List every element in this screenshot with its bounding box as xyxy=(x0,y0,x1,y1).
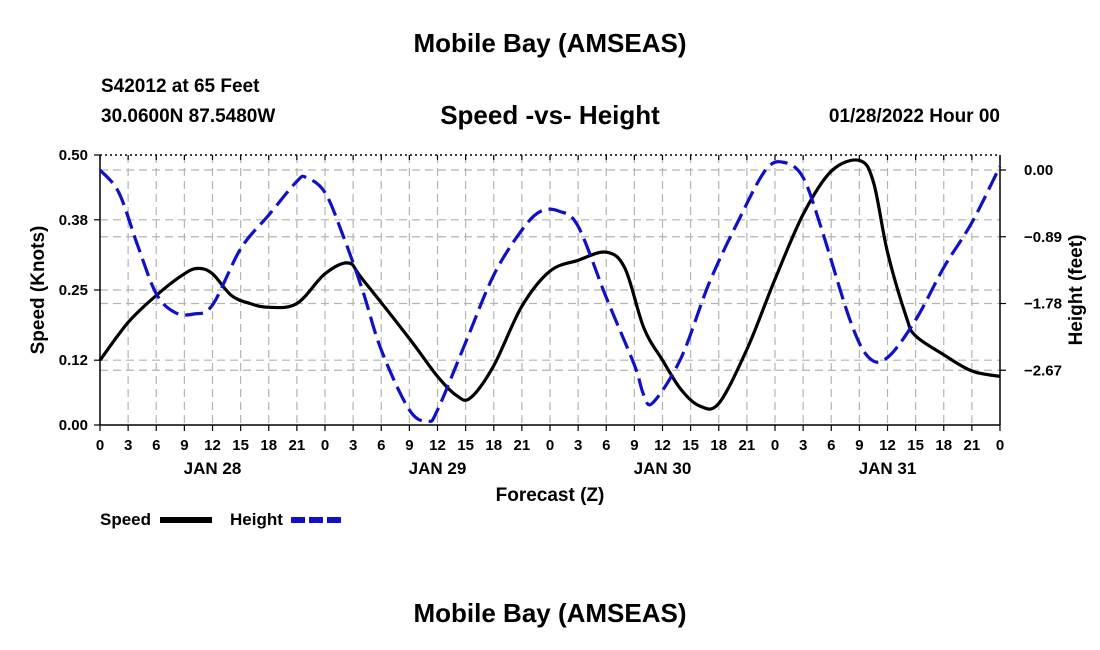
x-tick-label: 9 xyxy=(405,437,413,454)
x-tick-label: 6 xyxy=(377,437,385,454)
x-tick-label: 21 xyxy=(739,437,756,454)
day-label: JAN 29 xyxy=(409,459,467,478)
y2-tick-label: −0.89 xyxy=(1024,229,1062,246)
x-tick-label: 21 xyxy=(964,437,981,454)
legend-speed-label: Speed xyxy=(100,510,151,529)
y-tick-label: 0.50 xyxy=(59,147,88,164)
x-tick-label: 9 xyxy=(180,437,188,454)
y2-axis-label: Height (feet) xyxy=(1066,235,1087,346)
x-tick-label: 0 xyxy=(771,437,779,454)
y2-tick-label: −1.78 xyxy=(1024,296,1062,313)
x-tick-label: 6 xyxy=(602,437,610,454)
x-tick-label: 0 xyxy=(546,437,554,454)
day-label: JAN 31 xyxy=(859,459,917,478)
day-label: JAN 28 xyxy=(184,459,242,478)
x-tick-label: 3 xyxy=(574,437,582,454)
x-axis-label: Forecast (Z) xyxy=(496,485,605,506)
x-tick-label: 6 xyxy=(152,437,160,454)
x-tick-label: 12 xyxy=(654,437,671,454)
x-tick-label: 18 xyxy=(935,437,952,454)
y2-tick-label: 0.00 xyxy=(1024,162,1053,179)
x-tick-label: 3 xyxy=(124,437,132,454)
x-tick-label: 3 xyxy=(349,437,357,454)
x-tick-label: 21 xyxy=(289,437,306,454)
y-tick-label: 0.12 xyxy=(59,352,88,369)
speed-series-line xyxy=(98,158,1001,411)
y2-tick-label: −2.67 xyxy=(1024,362,1062,379)
y-tick-label: 0.25 xyxy=(59,282,88,299)
x-tick-label: 12 xyxy=(429,437,446,454)
day-label: JAN 30 xyxy=(634,459,692,478)
legend-height-label: Height xyxy=(230,510,283,529)
x-tick-label: 15 xyxy=(682,437,699,454)
second-chart-title: Mobile Bay (AMSEAS) xyxy=(413,598,687,628)
coordinates-label: 30.0600N 87.5480W xyxy=(101,106,276,127)
forecast-datetime: 01/28/2022 Hour 00 xyxy=(828,106,1000,127)
y-tick-label: 0.38 xyxy=(59,212,88,229)
x-tick-label: 12 xyxy=(879,437,896,454)
x-tick-label: 21 xyxy=(514,437,531,454)
station-label: S42012 at 65 Feet xyxy=(101,76,260,97)
x-tick-label: 15 xyxy=(232,437,249,454)
x-tick-label: 9 xyxy=(630,437,638,454)
x-tick-label: 0 xyxy=(996,437,1004,454)
x-tick-label: 18 xyxy=(260,437,277,454)
x-tick-label: 15 xyxy=(457,437,474,454)
y-tick-label: 0.00 xyxy=(59,417,88,434)
y-axis-label: Speed (Knots) xyxy=(28,226,49,355)
page-title: Mobile Bay (AMSEAS) xyxy=(413,28,687,58)
x-tick-label: 18 xyxy=(710,437,727,454)
x-tick-label: 3 xyxy=(799,437,807,454)
x-tick-label: 0 xyxy=(96,437,104,454)
x-tick-label: 15 xyxy=(907,437,924,454)
x-tick-label: 18 xyxy=(485,437,502,454)
x-tick-label: 9 xyxy=(855,437,863,454)
x-tick-label: 0 xyxy=(321,437,329,454)
height-series-line xyxy=(98,160,1002,423)
chart-subtitle: Speed -vs- Height xyxy=(440,100,660,130)
x-tick-label: 12 xyxy=(204,437,221,454)
x-tick-label: 6 xyxy=(827,437,835,454)
